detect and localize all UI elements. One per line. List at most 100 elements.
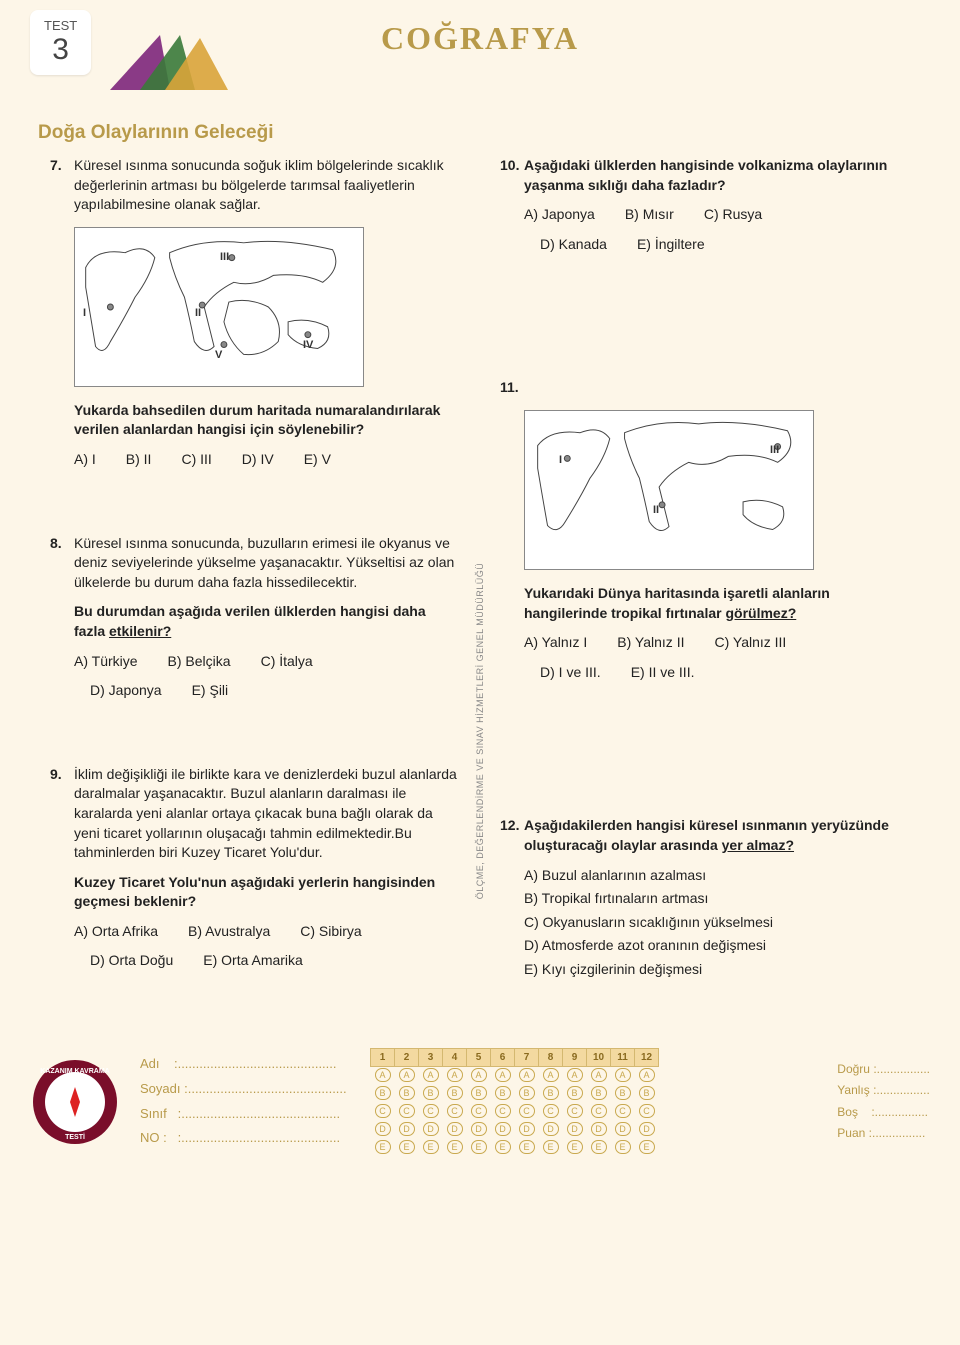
- answer-bubble[interactable]: A: [375, 1068, 391, 1082]
- q7-opt-c[interactable]: C) III: [181, 450, 211, 470]
- answer-bubble[interactable]: C: [519, 1104, 535, 1118]
- answer-bubble[interactable]: C: [543, 1104, 559, 1118]
- q9-opt-c[interactable]: C) Sibirya: [300, 922, 361, 942]
- answer-bubble[interactable]: D: [519, 1122, 535, 1136]
- answer-bubble[interactable]: B: [471, 1086, 487, 1100]
- answer-bubble[interactable]: A: [495, 1068, 511, 1082]
- answer-bubble[interactable]: A: [399, 1068, 415, 1082]
- answer-bubble[interactable]: E: [639, 1140, 655, 1154]
- answer-bubble[interactable]: E: [567, 1140, 583, 1154]
- answer-bubble[interactable]: C: [399, 1104, 415, 1118]
- answer-bubble[interactable]: D: [375, 1122, 391, 1136]
- answer-bubble[interactable]: B: [543, 1086, 559, 1100]
- q12-opt-d[interactable]: D) Atmosferde azot oranının değişmesi: [524, 936, 910, 956]
- q8-opt-a[interactable]: A) Türkiye: [74, 652, 138, 672]
- answer-bubble[interactable]: B: [423, 1086, 439, 1100]
- bubble-col-header: 2: [395, 1048, 419, 1066]
- answer-bubble[interactable]: D: [615, 1122, 631, 1136]
- q11-opt-b[interactable]: B) Yalnız II: [617, 633, 684, 653]
- q12-opt-b[interactable]: B) Tropikal fırtınaların artması: [524, 889, 910, 909]
- left-column: 7. Küresel ısınma sonucunda soğuk iklim …: [30, 156, 480, 1008]
- q12-opt-a[interactable]: A) Buzul alanlarının azalması: [524, 866, 910, 886]
- q8-opt-c[interactable]: C) İtalya: [261, 652, 313, 672]
- q11-opt-d[interactable]: D) I ve III.: [540, 663, 601, 683]
- answer-bubble[interactable]: C: [375, 1104, 391, 1118]
- answer-bubble[interactable]: C: [447, 1104, 463, 1118]
- answer-bubble[interactable]: D: [567, 1122, 583, 1136]
- answer-bubble[interactable]: A: [471, 1068, 487, 1082]
- answer-bubble[interactable]: A: [423, 1068, 439, 1082]
- answer-bubble[interactable]: A: [543, 1068, 559, 1082]
- answer-bubble[interactable]: C: [495, 1104, 511, 1118]
- answer-bubble[interactable]: B: [567, 1086, 583, 1100]
- q10-text: Aşağıdaki ülklerden hangisinde volkanizm…: [524, 157, 887, 193]
- answer-bubble[interactable]: A: [447, 1068, 463, 1082]
- answer-bubble[interactable]: E: [615, 1140, 631, 1154]
- answer-bubble[interactable]: E: [471, 1140, 487, 1154]
- q10-opt-a[interactable]: A) Japonya: [524, 205, 595, 225]
- answer-bubble[interactable]: A: [519, 1068, 535, 1082]
- answer-bubble[interactable]: E: [495, 1140, 511, 1154]
- answer-bubble[interactable]: C: [423, 1104, 439, 1118]
- q9-opt-d[interactable]: D) Orta Doğu: [90, 951, 173, 971]
- answer-bubble[interactable]: C: [615, 1104, 631, 1118]
- answer-bubble[interactable]: E: [375, 1140, 391, 1154]
- q8-opt-e[interactable]: E) Şili: [192, 681, 229, 701]
- answer-bubble[interactable]: C: [591, 1104, 607, 1118]
- answer-bubble[interactable]: D: [639, 1122, 655, 1136]
- answer-bubble[interactable]: C: [639, 1104, 655, 1118]
- q8-opt-b[interactable]: B) Belçika: [168, 652, 231, 672]
- answer-bubble[interactable]: D: [447, 1122, 463, 1136]
- question-10: 10. Aşağıdaki ülklerden hangisinde volka…: [500, 156, 910, 258]
- answer-bubble[interactable]: E: [447, 1140, 463, 1154]
- q12-opt-c[interactable]: C) Okyanusların sıcaklığının yükselmesi: [524, 913, 910, 933]
- q7-map-label-4: IV: [303, 338, 313, 353]
- q11-number: 11.: [500, 378, 524, 398]
- q12-opt-e[interactable]: E) Kıyı çizgilerinin değişmesi: [524, 960, 910, 980]
- q7-opt-e[interactable]: E) V: [304, 450, 331, 470]
- q8-opt-d[interactable]: D) Japonya: [90, 681, 162, 701]
- answer-bubble[interactable]: B: [519, 1086, 535, 1100]
- bubble-col-header: 1: [371, 1048, 395, 1066]
- answer-bubble[interactable]: D: [399, 1122, 415, 1136]
- answer-bubble[interactable]: B: [447, 1086, 463, 1100]
- answer-bubble[interactable]: B: [375, 1086, 391, 1100]
- answer-bubble[interactable]: D: [423, 1122, 439, 1136]
- answer-bubble[interactable]: A: [615, 1068, 631, 1082]
- answer-bubble[interactable]: B: [639, 1086, 655, 1100]
- answer-bubble[interactable]: D: [471, 1122, 487, 1136]
- answer-bubble[interactable]: E: [399, 1140, 415, 1154]
- answer-bubble[interactable]: D: [543, 1122, 559, 1136]
- answer-bubble[interactable]: E: [519, 1140, 535, 1154]
- answer-bubble[interactable]: D: [591, 1122, 607, 1136]
- answer-bubble[interactable]: A: [567, 1068, 583, 1082]
- answer-bubble[interactable]: E: [543, 1140, 559, 1154]
- q10-opt-c[interactable]: C) Rusya: [704, 205, 762, 225]
- q10-opt-e[interactable]: E) İngiltere: [637, 235, 705, 255]
- answer-bubble[interactable]: C: [471, 1104, 487, 1118]
- q7-opt-a[interactable]: A) I: [74, 450, 96, 470]
- q11-map-label-1: I: [559, 453, 562, 468]
- q9-opt-e[interactable]: E) Orta Amarika: [203, 951, 303, 971]
- q9-opt-b[interactable]: B) Avustralya: [188, 922, 270, 942]
- answer-bubble[interactable]: B: [591, 1086, 607, 1100]
- q11-opt-a[interactable]: A) Yalnız I: [524, 633, 587, 653]
- answer-bubble[interactable]: D: [495, 1122, 511, 1136]
- q11-opt-c[interactable]: C) Yalnız III: [714, 633, 786, 653]
- q9-opt-a[interactable]: A) Orta Afrika: [74, 922, 158, 942]
- q11-opt-e[interactable]: E) II ve III.: [631, 663, 695, 683]
- answer-bubble[interactable]: B: [495, 1086, 511, 1100]
- bubble-col-header: 7: [515, 1048, 539, 1066]
- answer-bubble[interactable]: B: [615, 1086, 631, 1100]
- q7-opt-d[interactable]: D) IV: [242, 450, 274, 470]
- answer-bubble[interactable]: B: [399, 1086, 415, 1100]
- answer-bubble[interactable]: C: [567, 1104, 583, 1118]
- answer-bubble[interactable]: E: [591, 1140, 607, 1154]
- answer-bubble[interactable]: A: [639, 1068, 655, 1082]
- q7-map-label-2: II: [195, 306, 201, 321]
- q10-opt-b[interactable]: B) Mısır: [625, 205, 674, 225]
- answer-bubble[interactable]: E: [423, 1140, 439, 1154]
- answer-bubble[interactable]: A: [591, 1068, 607, 1082]
- q7-opt-b[interactable]: B) II: [126, 450, 152, 470]
- q10-opt-d[interactable]: D) Kanada: [540, 235, 607, 255]
